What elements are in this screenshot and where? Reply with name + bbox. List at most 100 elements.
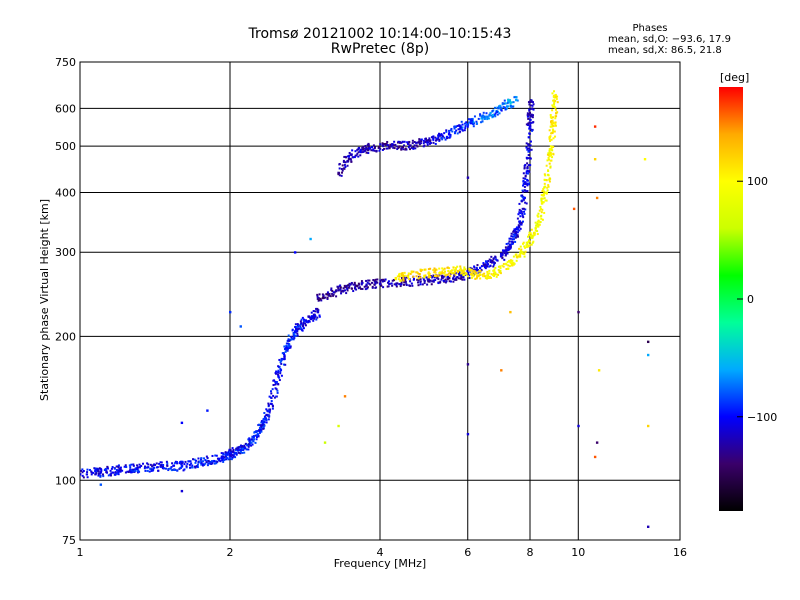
echo-dot: [98, 467, 101, 470]
echo-dot: [308, 315, 311, 318]
echo-dot: [382, 278, 385, 281]
echo-dot: [140, 464, 143, 467]
echo-point: [595, 196, 599, 200]
echo-point: [285, 346, 289, 349]
echo-dot: [388, 147, 391, 150]
echo-dot: [447, 272, 450, 275]
echo-dot: [234, 449, 237, 452]
echo-dot: [496, 110, 499, 113]
echo-point: [180, 421, 184, 425]
echo-dot: [419, 283, 422, 286]
phase-stats-x: mean, sd,X: 86.5, 21.8: [608, 45, 722, 56]
echo-dot: [529, 124, 532, 127]
echo-dot: [296, 323, 299, 326]
echo-dot: [417, 277, 420, 280]
echo-dot: [392, 146, 395, 149]
echo-dot: [285, 349, 288, 352]
echo-dot: [543, 173, 546, 176]
echo-dot: [400, 281, 403, 284]
echo-dot: [525, 183, 528, 186]
echo-dot: [517, 213, 520, 216]
echo-dot: [357, 287, 360, 290]
echo-dot: [427, 271, 430, 274]
echo-dot: [253, 438, 256, 441]
echo-dot: [547, 169, 550, 172]
echo-dot: [390, 282, 393, 285]
echo-dot: [360, 287, 363, 290]
echo-dot: [515, 230, 518, 233]
echo-dot: [434, 269, 437, 272]
echo-dot: [552, 105, 555, 108]
echo-dot: [329, 295, 332, 298]
echo-dot: [549, 113, 552, 116]
echo-dot: [248, 439, 251, 442]
echo-dot: [445, 273, 448, 276]
echo-dot: [151, 469, 154, 472]
echo-dot: [383, 147, 386, 150]
echo-dot: [293, 333, 296, 336]
echo-dot: [401, 140, 404, 143]
echo-dot: [286, 342, 289, 345]
echo-dot: [158, 462, 161, 465]
echo-dot: [482, 111, 485, 114]
echo-dot: [505, 268, 508, 271]
echo-dot: [458, 270, 461, 273]
echo-dot: [348, 151, 351, 154]
echo-dot: [162, 464, 165, 467]
echo-dot: [332, 293, 335, 296]
echo-dot: [451, 130, 454, 133]
echo-dot: [391, 284, 394, 287]
echo-point: [206, 409, 209, 412]
echo-dot: [429, 140, 432, 143]
echo-dot: [531, 107, 534, 110]
echo-dot: [413, 141, 416, 144]
echo-dot: [427, 280, 430, 283]
echo-dot: [104, 467, 107, 470]
echo-dot: [519, 254, 522, 257]
echo-dot: [526, 178, 529, 181]
echo-dot: [554, 124, 557, 127]
echo-dot: [391, 279, 394, 282]
echo-dot: [487, 260, 490, 263]
echo-dot: [289, 338, 292, 341]
echo-dot: [406, 275, 409, 278]
echo-dot: [516, 226, 519, 229]
echo-dot: [197, 461, 200, 464]
echo-dot: [228, 457, 231, 460]
echo-dot: [531, 116, 534, 119]
echo-dot: [186, 462, 189, 465]
echo-dot: [529, 112, 532, 115]
echo-dot: [389, 143, 392, 146]
echo-dot: [208, 462, 211, 465]
echo-dot: [379, 147, 382, 150]
echo-dot: [280, 374, 283, 377]
echo-dot: [464, 268, 467, 271]
echo-dot: [427, 139, 430, 142]
echo-dot: [452, 280, 455, 283]
echo-dot: [550, 132, 553, 135]
echo-dot: [386, 147, 389, 150]
echo-dot: [541, 202, 544, 205]
echo-dot: [529, 128, 532, 131]
echo-dot: [280, 358, 283, 361]
echo-dot: [293, 335, 296, 338]
echo-dot: [435, 274, 438, 277]
echo-point: [268, 409, 271, 412]
echo-dot: [124, 464, 127, 467]
echo-dot: [288, 339, 291, 342]
echo-dot: [496, 113, 499, 116]
echo-dot: [238, 449, 241, 452]
echo-dot: [267, 409, 270, 412]
echo-point: [337, 289, 340, 292]
echo-dot: [160, 461, 163, 464]
echo-dot: [554, 135, 557, 138]
echo-dot: [209, 461, 212, 464]
echo-dot: [531, 104, 534, 107]
echo-dot: [313, 316, 316, 319]
echo-dot: [258, 423, 261, 426]
echo-dot: [414, 147, 417, 150]
echo-dot: [432, 141, 435, 144]
echo-dot: [129, 468, 132, 471]
echo-dot: [381, 280, 384, 283]
echo-dot: [494, 106, 497, 109]
